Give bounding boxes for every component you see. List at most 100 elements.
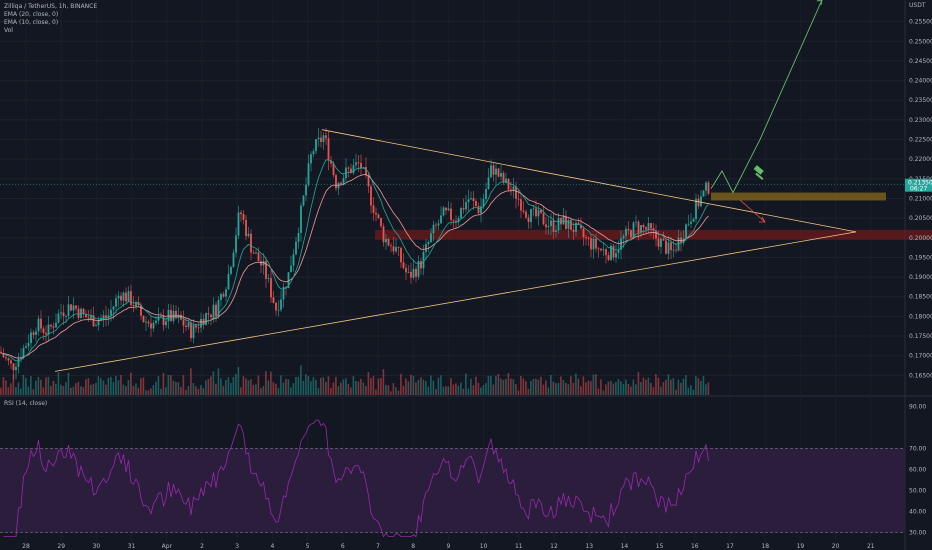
volume-bar bbox=[597, 388, 600, 395]
candle-body bbox=[595, 238, 597, 249]
volume-bar bbox=[287, 379, 290, 395]
candle-body bbox=[287, 272, 290, 289]
volume-bar bbox=[540, 376, 542, 395]
candle-body bbox=[387, 238, 390, 246]
volume-bar bbox=[302, 381, 305, 395]
volume-bar bbox=[610, 380, 612, 395]
candle-body bbox=[640, 225, 642, 233]
candle-body bbox=[437, 223, 440, 226]
candle-body bbox=[567, 219, 570, 229]
time-tick-label: 13 bbox=[585, 543, 593, 550]
volume-bar bbox=[180, 386, 182, 395]
volume-bar bbox=[307, 376, 310, 395]
volume-bar bbox=[12, 374, 15, 395]
candle-body bbox=[505, 178, 507, 183]
volume-bar bbox=[2, 377, 5, 395]
rsi-line bbox=[3, 419, 709, 538]
volume-bar bbox=[407, 381, 410, 395]
volume-bar bbox=[420, 377, 422, 395]
volume-bar bbox=[552, 381, 555, 395]
volume-bar bbox=[500, 378, 502, 395]
volume-bar bbox=[67, 372, 70, 395]
rsi-tick-label: 60.00 bbox=[909, 466, 926, 473]
volume-bar bbox=[107, 377, 110, 395]
volume-bar bbox=[282, 382, 285, 395]
volume-bar bbox=[295, 376, 297, 395]
candle-body bbox=[290, 265, 292, 273]
candle-body bbox=[15, 366, 17, 371]
candle-body bbox=[530, 209, 532, 223]
candle-body bbox=[645, 227, 647, 230]
volume-bar bbox=[237, 367, 240, 395]
candle-body bbox=[572, 229, 575, 232]
candle-body bbox=[107, 315, 110, 318]
volume-bar bbox=[72, 386, 75, 395]
volume-bar bbox=[637, 372, 640, 395]
volume-bar bbox=[40, 379, 42, 395]
volume-bar bbox=[480, 387, 482, 395]
volume-bar bbox=[127, 380, 130, 395]
volume-bar bbox=[472, 385, 475, 395]
candle-body bbox=[110, 309, 112, 316]
candle-body bbox=[232, 252, 235, 267]
candle-body bbox=[297, 232, 300, 242]
candle-body bbox=[255, 252, 257, 254]
volume-bar bbox=[137, 387, 140, 395]
volume-bar bbox=[350, 387, 352, 395]
volume-bar bbox=[220, 378, 222, 395]
volume-bar bbox=[115, 375, 117, 395]
volume-bar bbox=[92, 384, 95, 395]
candle-body bbox=[42, 328, 45, 333]
candle-body bbox=[140, 305, 142, 316]
rsi-tick-label: 30.00 bbox=[909, 529, 926, 536]
rsi-tick-label: 90.00 bbox=[909, 403, 926, 410]
volume-bar bbox=[75, 383, 77, 395]
candle-body bbox=[30, 332, 32, 344]
volume-bar bbox=[250, 379, 252, 395]
candle-body bbox=[327, 138, 330, 161]
candle-body bbox=[627, 228, 630, 231]
volume-bar bbox=[22, 374, 25, 395]
candle-body bbox=[497, 168, 500, 177]
volume-bar bbox=[617, 379, 620, 395]
price-tick-label: 0.18000 bbox=[909, 313, 932, 320]
candle-body bbox=[322, 135, 325, 142]
candle-body bbox=[500, 172, 502, 177]
volume-bar bbox=[167, 374, 170, 395]
candle-body bbox=[347, 167, 350, 169]
volume-bar bbox=[247, 380, 250, 395]
candle-body bbox=[415, 268, 417, 277]
candle-body bbox=[690, 221, 692, 224]
candle-body bbox=[462, 208, 465, 210]
candle-body bbox=[82, 308, 85, 314]
candle-body bbox=[587, 237, 590, 239]
volume-bar bbox=[707, 382, 710, 395]
candle-body bbox=[557, 217, 560, 231]
down-arrow-head bbox=[759, 216, 766, 223]
candle-body bbox=[192, 325, 195, 339]
volume-bar bbox=[417, 379, 420, 395]
candle-body bbox=[225, 289, 227, 297]
candle-body bbox=[315, 139, 317, 152]
volume-bar bbox=[37, 377, 40, 395]
ema-20-line bbox=[0, 174, 709, 359]
candle-body bbox=[87, 317, 90, 319]
volume-bar bbox=[425, 381, 427, 395]
volume-bar bbox=[702, 375, 705, 395]
candle-body bbox=[370, 186, 372, 206]
candle-body bbox=[457, 218, 460, 223]
volume-bar bbox=[312, 377, 315, 395]
candle-body bbox=[665, 240, 667, 254]
candle-body bbox=[540, 209, 542, 214]
candle-body bbox=[495, 168, 497, 175]
candle-body bbox=[35, 331, 37, 335]
volume-bar bbox=[400, 373, 402, 395]
volume-bar bbox=[240, 387, 242, 395]
candle-body bbox=[62, 312, 65, 317]
candle-body bbox=[707, 182, 710, 194]
volume-bar bbox=[395, 387, 397, 395]
projection-arrowhead bbox=[816, 0, 823, 6]
candle-body bbox=[537, 209, 540, 217]
